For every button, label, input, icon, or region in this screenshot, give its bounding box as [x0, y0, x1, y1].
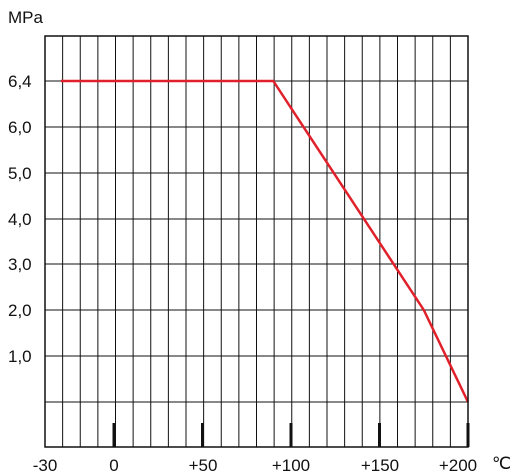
y-axis-unit-label: MPa — [8, 8, 44, 27]
series-layer — [60, 79, 470, 403]
x-axis-ticks — [112, 423, 470, 447]
x-tick-label: +100 — [272, 456, 310, 474]
y-tick-label: 1,0 — [8, 347, 32, 366]
x-axis-unit-label: ℃ — [492, 454, 511, 473]
x-tick-label: +200 — [439, 456, 477, 474]
x-tick-label: +150 — [361, 456, 399, 474]
y-tick-label: 4,0 — [8, 210, 32, 229]
x-tick-label: +50 — [189, 456, 218, 474]
grid — [45, 36, 468, 447]
x-tick-label: 0 — [109, 456, 118, 474]
plot-frame — [44, 35, 469, 448]
x-tick-label: -30 — [33, 456, 58, 474]
y-tick-label: 6,4 — [8, 72, 32, 91]
y-tick-label: 2,0 — [8, 301, 32, 320]
y-axis-labels: 6,4 6,0 5,0 4,0 3,0 2,0 1,0 — [8, 72, 32, 366]
y-tick-label: 6,0 — [8, 118, 32, 137]
series-line — [60, 79, 470, 403]
x-axis-labels: -30 0 +50 +100 +150 +200 — [33, 456, 477, 474]
y-tick-label: 3,0 — [8, 255, 32, 274]
y-tick-label: 5,0 — [8, 164, 32, 183]
